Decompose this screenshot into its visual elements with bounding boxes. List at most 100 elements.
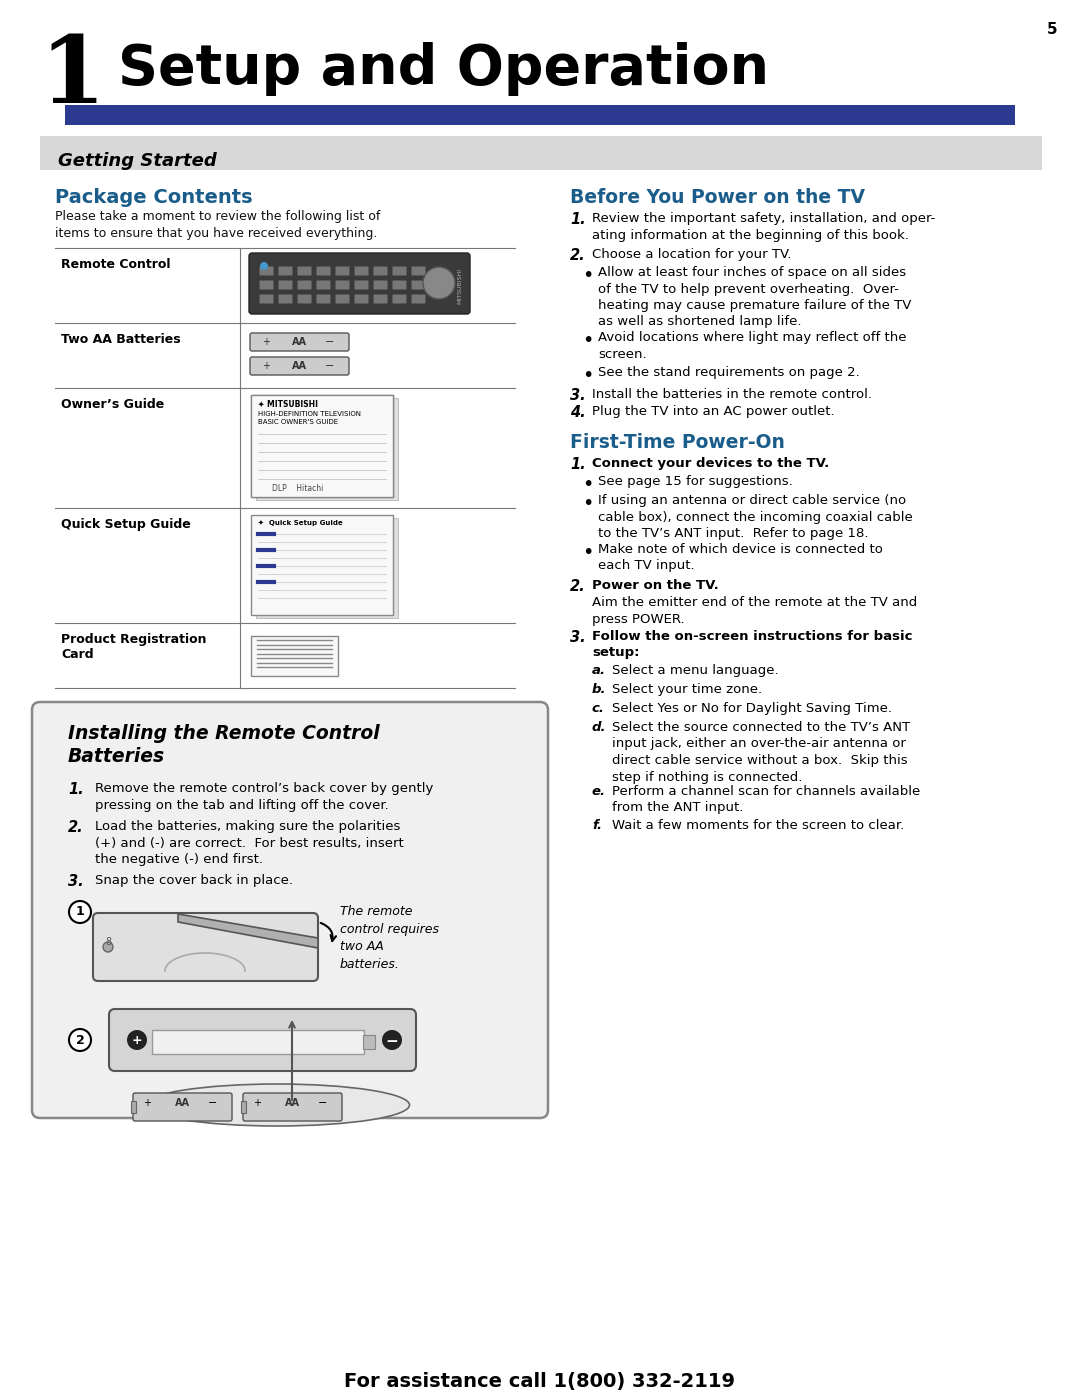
FancyBboxPatch shape — [249, 253, 470, 314]
Text: Power on the TV.: Power on the TV. — [592, 578, 719, 592]
Text: Allow at least four inches of space on all sides
of the TV to help prevent overh: Allow at least four inches of space on a… — [598, 265, 912, 328]
Text: 5: 5 — [1047, 22, 1057, 36]
Text: Connect your devices to the TV.: Connect your devices to the TV. — [592, 457, 829, 469]
Text: −: − — [318, 1098, 327, 1108]
Text: MITSUBISHI: MITSUBISHI — [457, 268, 462, 305]
Text: The remote
control requires
two AA
batteries.: The remote control requires two AA batte… — [340, 905, 438, 971]
Text: Wait a few moments for the screen to clear.: Wait a few moments for the screen to cle… — [612, 819, 904, 833]
Circle shape — [69, 1030, 91, 1051]
Text: −: − — [325, 337, 334, 346]
Text: Product Registration
Card: Product Registration Card — [60, 633, 206, 661]
FancyBboxPatch shape — [374, 281, 388, 289]
Text: Remote Control: Remote Control — [60, 258, 171, 271]
Text: −: − — [386, 1034, 399, 1049]
Text: AA: AA — [284, 1098, 299, 1108]
Circle shape — [260, 263, 268, 270]
Text: Select the source connected to the TV’s ANT
input jack, either an over-the-air a: Select the source connected to the TV’s … — [612, 721, 910, 784]
FancyBboxPatch shape — [411, 267, 426, 275]
FancyBboxPatch shape — [259, 281, 273, 289]
Text: AA: AA — [292, 337, 307, 346]
Text: If using an antenna or direct cable service (no
cable box), connect the incoming: If using an antenna or direct cable serv… — [598, 495, 913, 541]
Text: +: + — [253, 1098, 261, 1108]
FancyBboxPatch shape — [316, 295, 330, 303]
FancyBboxPatch shape — [336, 281, 350, 289]
FancyBboxPatch shape — [249, 332, 349, 351]
FancyBboxPatch shape — [279, 281, 293, 289]
Text: Avoid locations where light may reflect off the
screen.: Avoid locations where light may reflect … — [598, 331, 906, 360]
Text: 2.: 2. — [68, 820, 83, 835]
Text: Follow the on-screen instructions for basic
setup:: Follow the on-screen instructions for ba… — [592, 630, 913, 659]
FancyBboxPatch shape — [411, 295, 426, 303]
Text: a.: a. — [592, 664, 606, 678]
Text: ✦ MITSUBISHI: ✦ MITSUBISHI — [258, 400, 318, 409]
Text: b.: b. — [592, 683, 607, 696]
Text: −: − — [207, 1098, 217, 1108]
FancyBboxPatch shape — [392, 295, 406, 303]
Text: +: + — [262, 337, 270, 346]
FancyBboxPatch shape — [251, 636, 338, 676]
Text: −: − — [325, 360, 334, 372]
Text: Quick Setup Guide: Quick Setup Guide — [60, 518, 191, 531]
Text: HIGH-DEFINITION TELEVISION
BASIC OWNER'S GUIDE: HIGH-DEFINITION TELEVISION BASIC OWNER'S… — [258, 411, 361, 425]
FancyBboxPatch shape — [251, 515, 393, 615]
FancyBboxPatch shape — [316, 267, 330, 275]
Text: d.: d. — [592, 721, 607, 733]
Text: Choose a location for your TV.: Choose a location for your TV. — [592, 249, 792, 261]
FancyBboxPatch shape — [241, 1101, 246, 1113]
FancyBboxPatch shape — [354, 281, 368, 289]
Text: See the stand requirements on page 2.: See the stand requirements on page 2. — [598, 366, 860, 379]
Text: Plug the TV into an AC power outlet.: Plug the TV into an AC power outlet. — [592, 405, 835, 418]
FancyBboxPatch shape — [374, 267, 388, 275]
Text: •: • — [582, 331, 593, 351]
FancyBboxPatch shape — [251, 395, 393, 497]
Text: 3.: 3. — [570, 630, 585, 645]
FancyBboxPatch shape — [354, 267, 368, 275]
Text: c.: c. — [592, 703, 605, 715]
Bar — [65, 105, 1015, 124]
FancyBboxPatch shape — [279, 295, 293, 303]
Text: Select your time zone.: Select your time zone. — [612, 683, 762, 696]
Text: ✦  Quick Setup Guide: ✦ Quick Setup Guide — [258, 520, 342, 527]
Text: 1: 1 — [39, 32, 105, 122]
Text: 3.: 3. — [68, 875, 83, 888]
Text: Make note of which device is connected to
each TV input.: Make note of which device is connected t… — [598, 543, 882, 573]
Text: Owner’s Guide: Owner’s Guide — [60, 398, 164, 411]
Circle shape — [127, 1030, 147, 1051]
FancyBboxPatch shape — [374, 295, 388, 303]
Text: AA: AA — [175, 1098, 189, 1108]
Text: Perform a channel scan for channels available
from the ANT input.: Perform a channel scan for channels avai… — [612, 785, 920, 814]
FancyBboxPatch shape — [316, 281, 330, 289]
Text: Getting Started: Getting Started — [58, 152, 217, 170]
Text: See page 15 for suggestions.: See page 15 for suggestions. — [598, 475, 793, 488]
Circle shape — [103, 942, 113, 951]
Text: •: • — [582, 475, 593, 495]
Text: •: • — [582, 366, 593, 386]
Text: +: + — [262, 360, 270, 372]
Text: 8: 8 — [105, 937, 111, 947]
Text: Package Contents: Package Contents — [55, 189, 253, 207]
Ellipse shape — [145, 1084, 409, 1126]
Text: 3.: 3. — [570, 388, 585, 402]
FancyBboxPatch shape — [249, 358, 349, 374]
FancyBboxPatch shape — [259, 295, 273, 303]
Text: +: + — [132, 1034, 143, 1046]
FancyBboxPatch shape — [133, 1092, 232, 1120]
Text: Installing the Remote Control
Batteries: Installing the Remote Control Batteries — [68, 724, 380, 766]
Text: 1.: 1. — [570, 457, 585, 472]
FancyBboxPatch shape — [297, 267, 311, 275]
FancyBboxPatch shape — [279, 267, 293, 275]
Text: Setup and Operation: Setup and Operation — [118, 42, 769, 96]
Text: Review the important safety, installation, and oper-
ating information at the be: Review the important safety, installatio… — [592, 212, 935, 242]
Text: Install the batteries in the remote control.: Install the batteries in the remote cont… — [592, 388, 872, 401]
Text: Snap the cover back in place.: Snap the cover back in place. — [95, 875, 293, 887]
Text: e.: e. — [592, 785, 606, 798]
Text: •: • — [582, 495, 593, 513]
FancyBboxPatch shape — [32, 703, 548, 1118]
Text: •: • — [582, 265, 593, 285]
Text: 2.: 2. — [570, 249, 585, 263]
FancyBboxPatch shape — [336, 295, 350, 303]
FancyBboxPatch shape — [411, 281, 426, 289]
Circle shape — [423, 267, 455, 299]
Text: Remove the remote control’s back cover by gently
pressing on the tab and lifting: Remove the remote control’s back cover b… — [95, 782, 433, 812]
Text: 4.: 4. — [570, 405, 585, 420]
